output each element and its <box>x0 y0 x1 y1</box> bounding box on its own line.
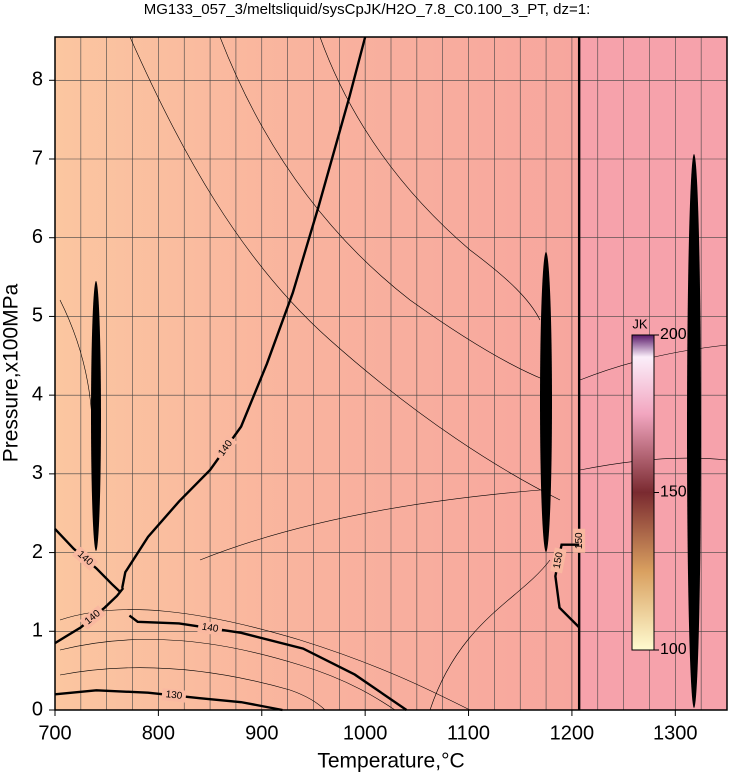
contour-label-group: 140 <box>197 620 223 636</box>
contour-label: 150 <box>552 551 566 570</box>
y-tick-label: 2 <box>32 541 43 563</box>
colorbar-label: JK <box>632 316 648 331</box>
contour-label-bg <box>71 546 98 571</box>
contour-line <box>554 543 581 629</box>
x-tick-label: 800 <box>142 722 175 744</box>
y-tick-label: 1 <box>32 620 43 642</box>
field-background <box>55 37 579 710</box>
x-tick-label: 900 <box>245 722 278 744</box>
contour-label-bg <box>197 620 223 636</box>
thin-contours <box>59 36 728 711</box>
y-tick-label: 5 <box>32 305 43 327</box>
contour-line <box>54 528 121 593</box>
colorbar-tick-label: 100 <box>660 641 687 658</box>
y-tick-label: 4 <box>32 383 43 405</box>
x-tick-label: 1100 <box>447 722 490 744</box>
plot-frame <box>54 36 728 711</box>
contour-line <box>128 614 408 711</box>
chart-title: MG133_057_3/meltsliquid/sysCpJK/H2O_7.8_… <box>144 1 591 18</box>
contour-label: 150 <box>574 532 585 549</box>
x-axis-title: Temperature,°C <box>317 750 464 773</box>
contour-label: 130 <box>165 689 183 702</box>
colorbar-scale <box>631 334 655 651</box>
contour-label-bg <box>161 688 187 703</box>
contour-line <box>54 587 125 645</box>
y-tick-label: 3 <box>32 462 43 484</box>
dense-zone <box>91 281 101 551</box>
contour-label-bg <box>573 528 586 553</box>
contour-label-group: 130 <box>161 688 187 703</box>
contour-line <box>121 36 367 589</box>
contour-label-group: 150 <box>573 528 586 553</box>
x-tick-label: 700 <box>38 722 71 744</box>
contour-label: 140 <box>201 622 220 635</box>
colorbar-tick-label: 200 <box>660 326 687 343</box>
dense-zone <box>540 252 552 552</box>
colorbar: 100 150 200 JK <box>631 316 687 658</box>
y-axis-title: Pressure,x100MPa <box>0 283 23 462</box>
contour-label-bg <box>550 547 567 574</box>
y-tick-label: 0 <box>32 698 43 720</box>
contour-label-bg <box>79 605 106 630</box>
x-tick-label: 1000 <box>343 722 388 744</box>
y-tick-label: 7 <box>32 147 43 169</box>
axes: 700 800 900 1000 1100 1200 1300 0 1 2 3 4 5 6 7 8 <box>32 69 698 745</box>
dense-zone <box>687 154 701 708</box>
x-tick-label: 1300 <box>653 722 698 744</box>
x-tick-label: 1200 <box>550 722 595 744</box>
colorbar-tick-label: 150 <box>660 484 687 501</box>
dense-contour-zones <box>91 154 701 708</box>
contour-label-bg <box>213 435 238 462</box>
y-tick-label: 8 <box>32 69 43 91</box>
contour-label-group: 150 <box>550 547 567 574</box>
y-tick-label: 6 <box>32 226 43 248</box>
